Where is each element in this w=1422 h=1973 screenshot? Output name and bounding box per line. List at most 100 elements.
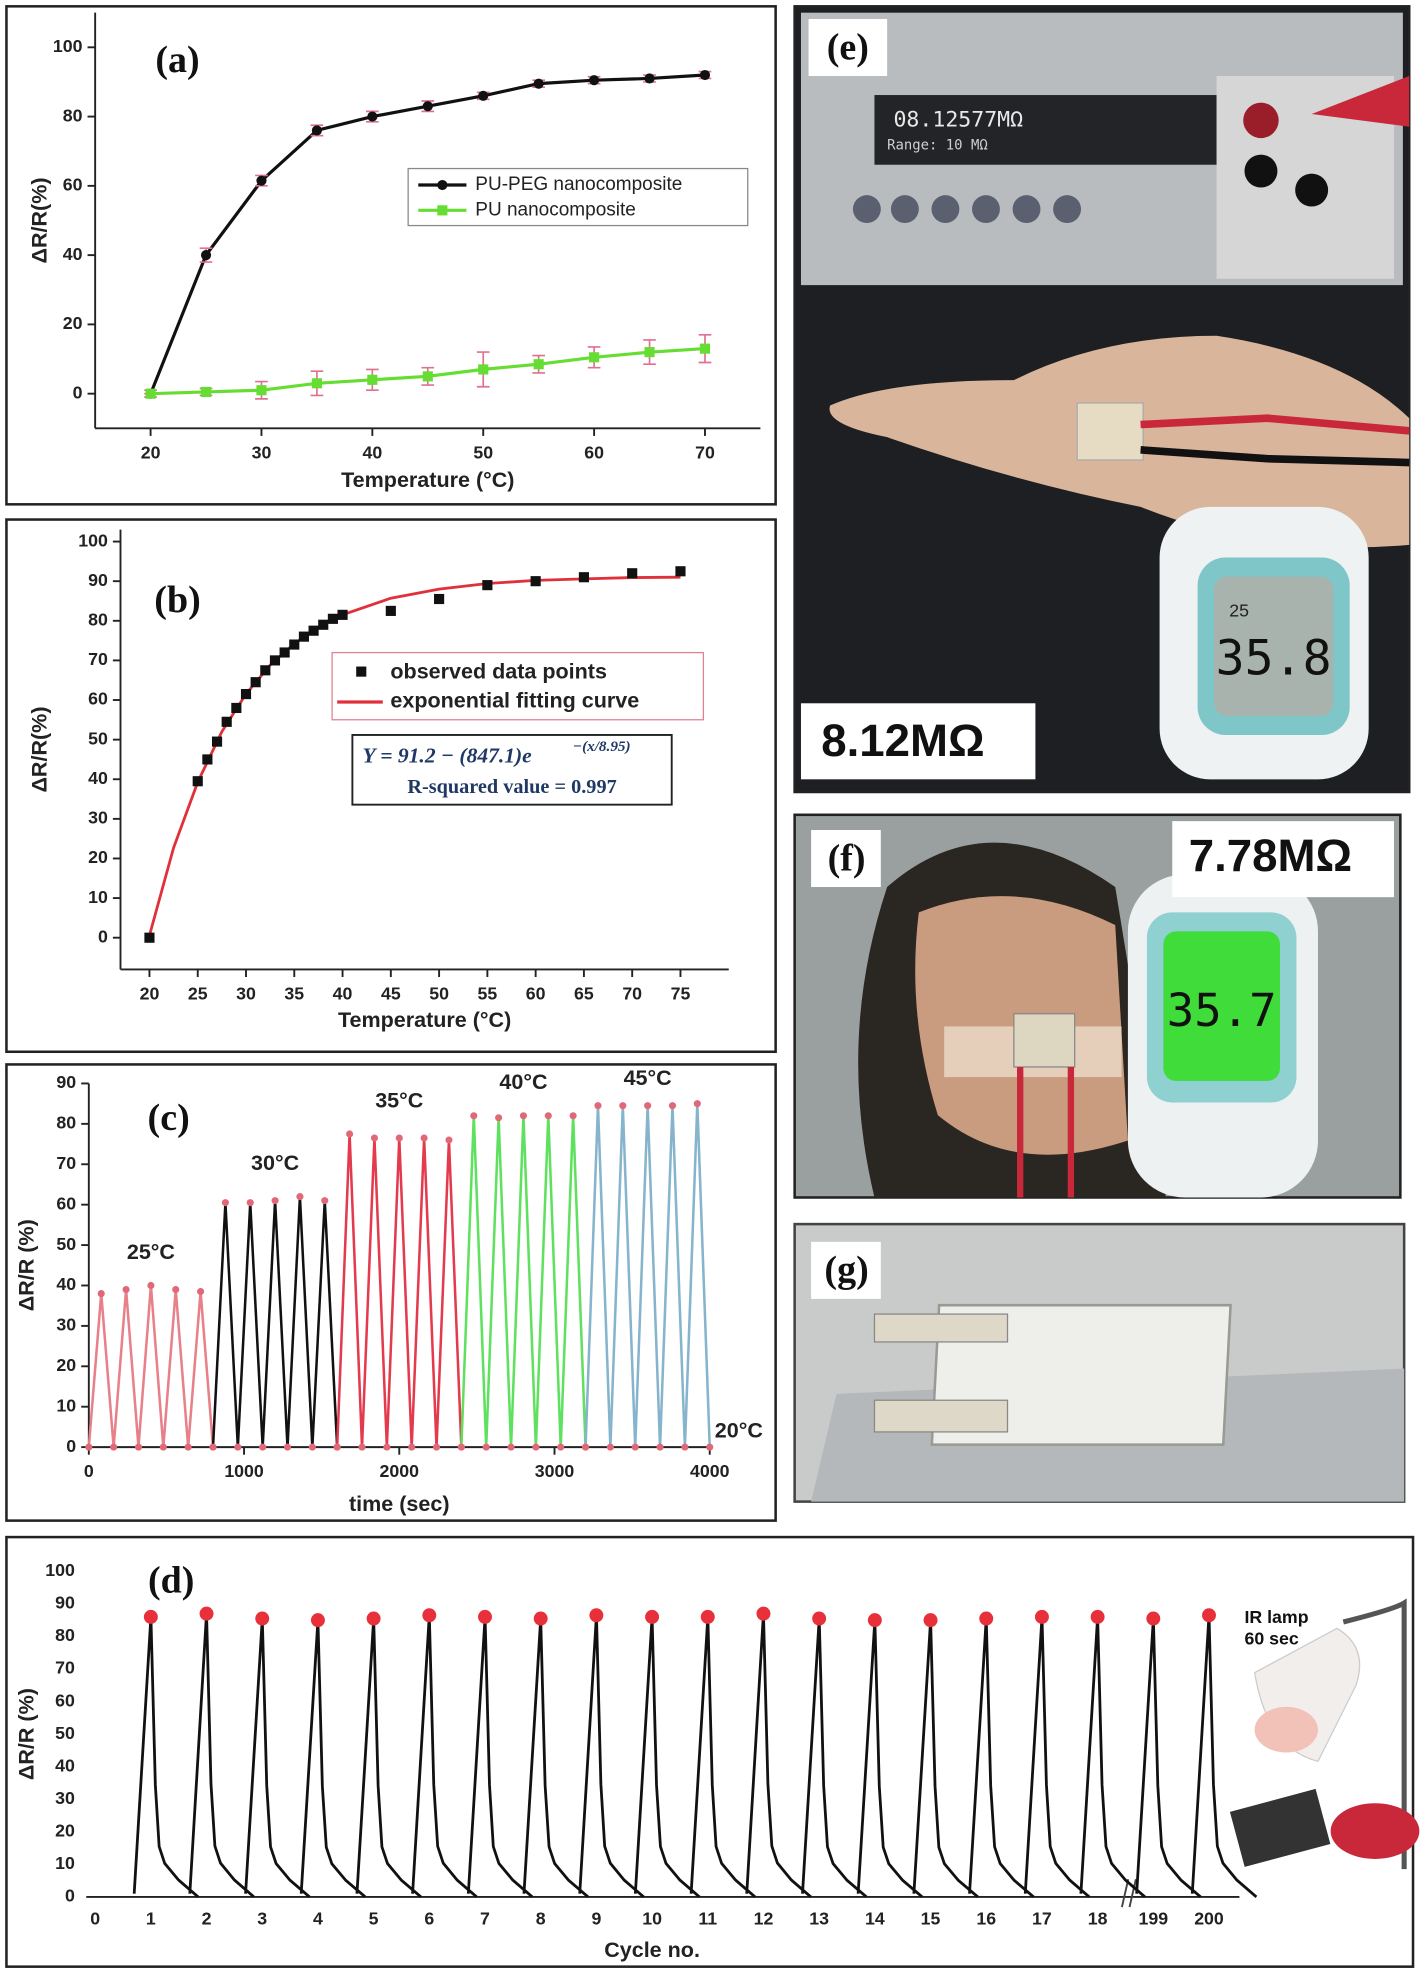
- data-point: [279, 647, 290, 658]
- point: [656, 1443, 664, 1451]
- data-point: [260, 665, 271, 676]
- legend-label: exponential fitting curve: [390, 689, 639, 713]
- cycle-curve: [244, 1618, 311, 1899]
- point: [200, 386, 212, 398]
- x-tick-label: 11: [698, 1908, 717, 1928]
- point: [200, 250, 212, 261]
- y-tick-label: 80: [88, 609, 108, 629]
- x-tick-label: 200: [1194, 1908, 1224, 1928]
- x-tick-label: 30: [236, 983, 256, 1003]
- peak-marker: [700, 1609, 715, 1624]
- y-axis-title: ΔR/R(%): [27, 707, 51, 793]
- data-point: [482, 580, 493, 591]
- y-tick-label: 80: [55, 1625, 75, 1645]
- x-tick-label: 70: [622, 983, 642, 1003]
- thermo-reading: 35.7: [1167, 984, 1277, 1037]
- y-tick-label: 20: [55, 1821, 75, 1841]
- axis-break: [1120, 1879, 1137, 1908]
- data-point: [298, 631, 310, 642]
- x-tick-label: 16: [976, 1908, 996, 1928]
- point: [631, 1443, 639, 1451]
- x-tick-label: 20: [141, 442, 161, 462]
- y-tick-label: 90: [56, 1072, 76, 1092]
- x-axis-title: Temperature (°C): [341, 468, 514, 492]
- data-point: [385, 605, 396, 616]
- point: [519, 1112, 528, 1120]
- y-tick-label: 70: [56, 1153, 76, 1173]
- y-tick-label: 10: [55, 1853, 75, 1873]
- cycle-curve: [355, 1618, 422, 1899]
- series-label: 45°C: [624, 1066, 672, 1090]
- point: [246, 1199, 254, 1207]
- y-tick-label: 20: [56, 1355, 76, 1375]
- peak-marker: [812, 1611, 827, 1626]
- data-point: [675, 566, 686, 577]
- x-tick-label: 2: [202, 1908, 212, 1928]
- point: [122, 1285, 130, 1294]
- point: [482, 1443, 490, 1451]
- y-tick-label: 10: [88, 887, 108, 907]
- point: [197, 1287, 205, 1296]
- point: [234, 1443, 242, 1451]
- panel-label: (g): [824, 1249, 868, 1291]
- data-point: [337, 609, 348, 620]
- x-tick-label: 0: [84, 1461, 94, 1481]
- panel-label: (d): [148, 1560, 194, 1602]
- point: [209, 1443, 217, 1451]
- x-tick-label: 2000: [380, 1461, 420, 1481]
- series-label: 35°C: [375, 1088, 423, 1112]
- cycle-curve: [132, 1616, 200, 1899]
- y-tick-label: 0: [98, 926, 108, 946]
- cycle-curve: [466, 1616, 534, 1899]
- cycle-curve: [1135, 1618, 1202, 1899]
- x-tick-label: 15: [921, 1908, 941, 1928]
- equation-box: [351, 734, 673, 806]
- point: [370, 1134, 378, 1142]
- point: [147, 1281, 155, 1290]
- x-tick-label: 3: [257, 1908, 267, 1928]
- x-tick-label: 17: [1032, 1908, 1052, 1928]
- y-tick-label: 40: [88, 768, 108, 788]
- x-tick-label: 8: [536, 1908, 546, 1928]
- point: [408, 1443, 416, 1451]
- data-point: [211, 736, 223, 747]
- y-tick-label: 80: [56, 1113, 76, 1133]
- data-point: [192, 776, 203, 787]
- series-line: [211, 1196, 339, 1448]
- x-tick-label: 3000: [535, 1461, 575, 1481]
- x-tick-label: 18: [1088, 1908, 1108, 1928]
- point: [589, 75, 600, 86]
- y-axis-title: ΔR/R(%): [27, 177, 51, 263]
- x-tick-label: 40: [362, 442, 382, 462]
- point: [582, 1443, 590, 1451]
- point: [644, 1102, 652, 1110]
- point: [699, 343, 711, 354]
- point: [606, 1443, 614, 1451]
- cycle-curve: [689, 1616, 757, 1899]
- point: [333, 1443, 341, 1451]
- data-point: [530, 576, 541, 587]
- equation: Y = 91.2 − (847.1)e: [363, 744, 533, 768]
- y-tick-label: 0: [73, 382, 83, 402]
- panel-frame: [5, 1063, 777, 1522]
- ir-lamp-inset: [1229, 1598, 1420, 1870]
- point: [681, 1443, 689, 1451]
- x-tick-label: 14: [865, 1908, 885, 1928]
- peak-marker: [1146, 1611, 1161, 1626]
- x-tick-label: 45: [381, 983, 401, 1003]
- point: [619, 1102, 627, 1110]
- x-axis-title: Cycle no.: [604, 1938, 700, 1962]
- y-tick-label: 30: [56, 1315, 76, 1335]
- annotation: 20°C: [715, 1419, 763, 1443]
- point: [296, 1193, 304, 1201]
- panel-label: (e): [827, 26, 869, 68]
- y-tick-label: 0: [65, 1886, 75, 1906]
- peak-marker: [422, 1608, 437, 1623]
- data-point: [318, 619, 329, 630]
- point: [594, 1102, 602, 1110]
- y-tick-label: 10: [56, 1395, 76, 1415]
- r-squared: R-squared value = 0.997: [407, 776, 616, 798]
- point: [668, 1102, 677, 1110]
- photo-g: (g): [793, 1222, 1406, 1503]
- photo-caption: 8.12MΩ: [821, 715, 984, 766]
